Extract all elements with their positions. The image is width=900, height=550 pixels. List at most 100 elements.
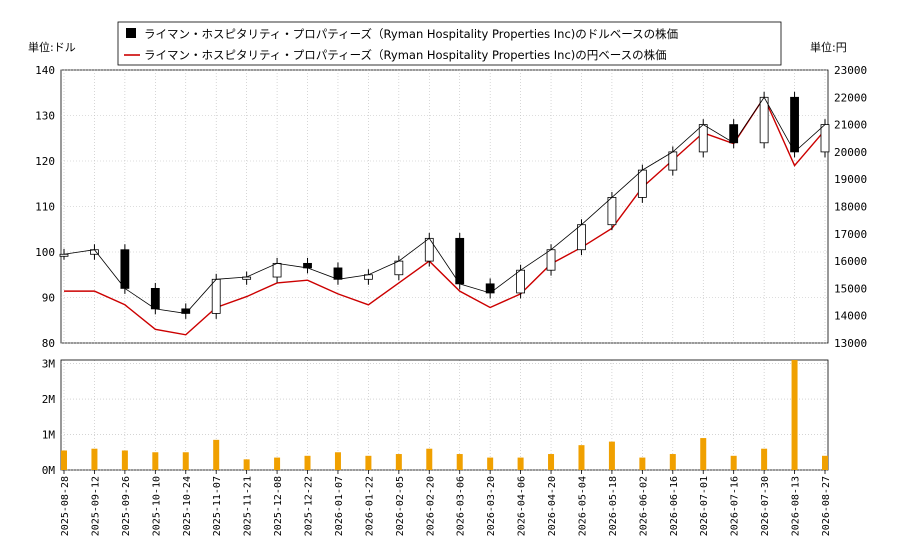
y-tick-right: 19000 [834,173,867,186]
volume-bar [91,448,98,470]
volume-panel: 0M 1M 2M 3M [42,358,829,477]
volume-bar [213,439,220,470]
volume-bar [61,450,67,470]
volume-bar [395,454,402,470]
volume-bar [121,450,128,470]
x-tick-label: 2026-01-22 [364,476,375,536]
volume-y-tick: 3M [42,358,56,371]
x-tick-label: 2025-12-08 [273,476,284,536]
usd-candle-body [120,249,130,289]
x-axis: 2025-08-28 2025-09-12 2025-09-26 2025-10-10… [60,470,832,536]
x-tick-label: 2026-06-16 [669,476,680,536]
usd-candle-body [394,260,404,276]
x-tick-label: 2025-11-21 [243,476,254,536]
usd-candle-body [637,169,647,198]
x-tick-label: 2025-08-28 [60,476,71,536]
usd-candle-body [759,96,769,144]
usd-candle-body [150,287,160,310]
usd-candle-body [577,224,586,251]
x-tick-label: 2026-06-02 [638,476,649,536]
usd-candle-body [455,237,465,285]
y-tick-right: 17000 [834,228,867,241]
usd-price-line [63,96,826,314]
x-tick-label: 2025-11-07 [212,476,223,536]
volume-bar [578,445,585,470]
y-tick-left: 80 [42,337,55,350]
volume-bar [730,455,737,470]
y-tick-right: 18000 [834,201,867,214]
volume-bar [639,457,646,470]
y-tick-left: 120 [35,155,55,168]
y-tick-right: 23000 [834,64,867,77]
x-tick-label: 2026-07-16 [730,476,741,536]
x-tick-label: 2025-09-26 [121,476,132,536]
x-tick-label: 2026-01-07 [334,476,345,536]
legend: ライマン・ホスピタリティ・プロパティーズ（Ryman Hospitality P… [117,21,782,66]
y-tick-right: 15000 [834,282,867,295]
y-tick-right: 14000 [834,310,867,323]
legend-marker-usd [126,28,136,38]
x-tick-label: 2026-04-06 [517,476,528,536]
volume-bar [365,455,372,470]
y-tick-right: 13000 [834,337,867,350]
volume-bar [426,448,433,470]
volume-y-tick: 0M [42,464,56,477]
x-tick-label: 2026-03-20 [486,476,497,536]
volume-bar [182,452,189,470]
volume-bar [822,455,828,470]
x-tick-label: 2026-05-04 [577,476,588,536]
y-tick-left: 90 [42,292,55,305]
price-panel: 80 90 100 110 120 130 140 13000 14000 15000 16000 1… [35,64,867,350]
legend-label-usd: ライマン・ホスピタリティ・プロパティーズ（Ryman Hospitality P… [144,27,678,41]
volume-bar [791,360,798,470]
usd-candle-body [59,253,69,257]
y-tick-right: 20000 [834,146,867,159]
volume-bar [517,457,524,470]
usd-candle-body [272,262,282,278]
volume-bar [669,454,676,470]
volume-y-tick: 2M [42,393,56,406]
y-tick-right: 22000 [834,91,867,104]
y-tick-right: 16000 [834,255,867,268]
volume-bar [548,454,555,470]
y-tick-left: 140 [35,64,55,77]
usd-candle-body [546,249,556,271]
x-tick-label: 2025-10-24 [182,476,193,536]
volume-bar [334,452,341,470]
legend-box [117,21,782,66]
usd-candle-body [790,96,799,153]
x-tick-label: 2026-07-01 [699,476,710,536]
usd-candle-body [729,124,739,144]
volume-y-tick: 1M [42,429,56,442]
left-unit-label: 単位:ドル [28,40,76,54]
volume-bar [243,459,250,470]
x-tick-label: 2025-10-10 [151,476,162,536]
volume-bar [274,457,281,470]
x-tick-label: 2026-02-20 [425,476,436,536]
usd-candle-body [485,283,495,294]
jpy-price-line [64,95,826,336]
usd-candle-body [333,267,343,280]
usd-candle-body [516,269,525,294]
volume-bar [152,452,159,470]
volume-plot-frame [60,359,829,471]
usd-candle-body [211,278,221,314]
usd-candle-body [668,151,678,171]
volume-bar [761,448,768,470]
x-tick-label: 2026-07-30 [760,476,771,536]
y-tick-left: 130 [35,110,55,123]
volume-bar [487,457,494,470]
usd-candle-body [607,196,617,226]
x-tick-label: 2026-08-13 [791,476,802,536]
x-tick-label: 2025-09-12 [90,476,101,536]
x-tick-label: 2026-04-20 [547,476,558,536]
x-tick-label: 2025-12-22 [304,476,315,536]
usd-candle-body [698,124,708,153]
x-tick-label: 2026-03-06 [456,476,467,536]
right-unit-label: 単位:円 [810,40,847,54]
y-tick-left: 110 [35,201,55,214]
legend-label-jpy: ライマン・ホスピタリティ・プロパティーズ（Ryman Hospitality P… [144,48,667,62]
y-tick-right: 21000 [834,119,867,132]
volume-bar [608,441,615,470]
